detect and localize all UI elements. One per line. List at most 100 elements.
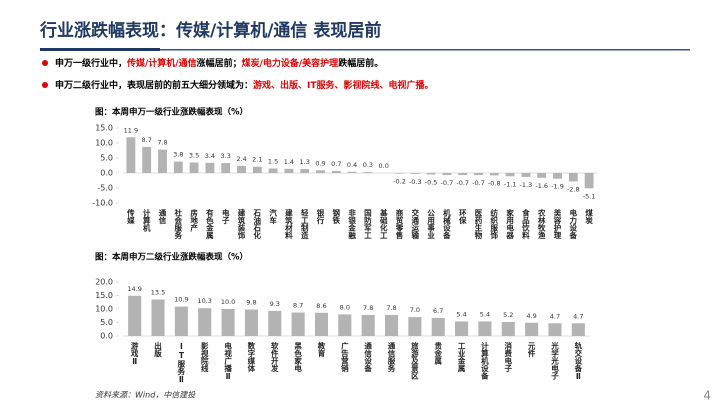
bar [347, 171, 357, 173]
x-tick-label: 公用事业 [426, 209, 435, 240]
bar [142, 146, 152, 173]
value-label: 1.4 [284, 158, 294, 166]
bar [525, 322, 539, 336]
bar [174, 306, 188, 336]
value-label: 7.8 [157, 139, 167, 147]
value-label: -0.7 [441, 179, 454, 187]
x-tick-label: 电视广播Ⅱ [223, 341, 232, 381]
value-label: -0.2 [393, 178, 406, 186]
x-tick-label: 房地产 [189, 208, 198, 233]
value-label: 3.3 [221, 152, 231, 160]
title-rule [160, 49, 690, 51]
bullet-segment: 跌幅居前。 [338, 57, 383, 69]
x-tick-label: 石油石化 [253, 209, 262, 241]
bullet-segment: 申万二级行业中，表现居前的前五大细分领域为： [55, 79, 253, 91]
x-tick-label: 基础化工 [379, 208, 388, 240]
y-tick-label: 15.0 [95, 124, 113, 133]
bar [521, 173, 531, 177]
x-tick-label: 汽车 [268, 208, 277, 226]
y-tick-label: 0.0 [100, 169, 113, 178]
bar [505, 173, 515, 177]
value-label: -5.1 [583, 192, 596, 200]
bar [553, 173, 562, 179]
bar [431, 317, 445, 336]
x-tick-label: 煤炭 [584, 208, 593, 226]
bar [237, 165, 246, 173]
bullet-dot [42, 82, 48, 88]
value-label: 1.5 [268, 158, 278, 166]
bar [395, 173, 404, 174]
x-tick-label: IT服务Ⅱ [177, 342, 186, 384]
x-tick-label: 计算机 [142, 208, 151, 233]
bar [571, 323, 585, 336]
bar [205, 162, 215, 173]
value-label: 2.1 [252, 156, 262, 164]
x-tick-label: 软件开发 [270, 341, 279, 374]
bar [455, 321, 469, 336]
value-label: -1.1 [504, 180, 517, 188]
x-tick-label: 通信 [158, 208, 167, 226]
bullet-segment: 传媒/计算机/通信 [126, 57, 197, 69]
value-label: 2.4 [236, 155, 246, 163]
value-label: 6.7 [433, 307, 443, 315]
x-tick-label: 电力设备 [569, 208, 578, 241]
value-label: 7.0 [410, 306, 420, 314]
x-tick-label: 机械设备 [442, 208, 451, 241]
x-tick-label: 非银金融 [347, 208, 356, 241]
bar [158, 149, 167, 173]
x-tick-label: 交通运输 [411, 208, 420, 241]
bar [284, 168, 294, 173]
bar [410, 173, 420, 174]
value-label: 3.4 [205, 152, 215, 160]
value-label: 0.0 [379, 162, 389, 170]
value-label: -1.3 [520, 181, 533, 189]
value-label: 8.7 [293, 302, 303, 310]
x-tick-label: 美容护理 [553, 208, 562, 241]
value-label: 10.9 [174, 296, 188, 304]
bullet-segment: 游戏、出版、IT服务、影视院线、电视广播。 [253, 79, 434, 91]
y-tick-label: 0.0 [100, 332, 113, 341]
title-rule-accent [40, 48, 160, 51]
bar [244, 309, 258, 336]
bar [489, 173, 499, 176]
x-tick-label: 轻工制造 [300, 208, 309, 241]
bar [338, 314, 352, 336]
bar [151, 299, 165, 336]
x-tick-label: 环保 [458, 209, 467, 226]
y-tick-label: 10.0 [95, 305, 113, 314]
x-tick-label: 建筑材料 [284, 208, 293, 241]
value-label: 4.9 [526, 312, 536, 320]
y-tick-label: -10.0 [92, 199, 113, 208]
bar [316, 170, 325, 173]
x-tick-label: 农林牧渔 [537, 208, 546, 241]
value-label: 9.3 [270, 300, 280, 308]
value-label: -1.9 [551, 183, 564, 191]
value-label: -0.5 [425, 179, 438, 187]
bar [474, 173, 483, 176]
x-tick-label: 元件 [527, 342, 536, 359]
bar [291, 312, 305, 336]
bar [268, 168, 278, 173]
bar [189, 162, 199, 173]
bar [442, 173, 452, 176]
value-label: 0.3 [363, 161, 373, 169]
x-tick-label: 光学光电子 [550, 341, 559, 381]
bar [548, 323, 562, 336]
value-label: 5.2 [503, 311, 513, 319]
bullet-text: 申万二级行业中，表现居前的前五大细分领域为：游戏、出版、IT服务、影视院线、电视… [55, 79, 434, 91]
source: 资料来源：Wind，中信建投 [95, 391, 196, 400]
bar [426, 173, 436, 175]
x-tick-label: 通信设备 [363, 341, 372, 374]
y-tick-label: 15.0 [95, 291, 113, 300]
bullet-dot [42, 60, 48, 66]
x-tick-label: 食品饮料 [521, 208, 530, 241]
x-tick-label: 钢铁 [332, 208, 341, 226]
value-label: 8.6 [316, 302, 326, 310]
value-label: 5.4 [480, 310, 490, 318]
x-tick-label: 银行 [316, 208, 325, 226]
x-tick-label: 游戏Ⅱ [130, 341, 139, 366]
x-tick-label: 传媒 [126, 208, 135, 226]
value-label: 0.9 [315, 159, 325, 167]
